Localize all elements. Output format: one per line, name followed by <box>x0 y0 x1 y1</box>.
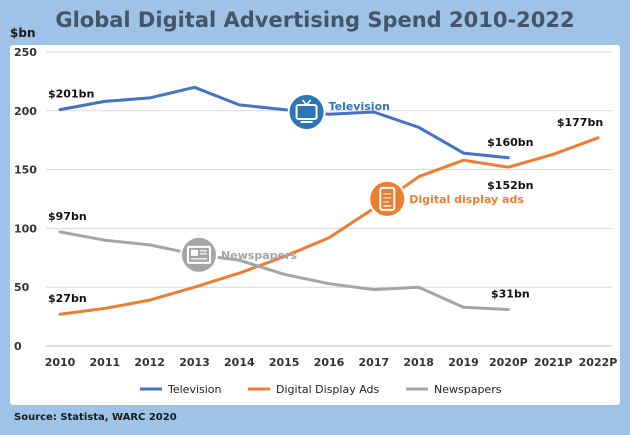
x-tick-label: 2016 <box>314 356 345 369</box>
x-tick-label: 2017 <box>359 356 390 369</box>
tv-icon <box>287 92 326 131</box>
annotation-label: Television <box>329 100 390 113</box>
annotation-label: Newspapers <box>221 249 297 262</box>
annotation-newspaper: Newspapers <box>179 235 297 274</box>
y-axis-ticks: 0 50 100 150 200 250 <box>14 46 37 353</box>
data-label: $31bn <box>491 288 530 301</box>
data-label: $27bn <box>48 292 87 305</box>
data-label: $201bn <box>48 88 94 101</box>
plot-background <box>10 45 620 405</box>
x-tick-label: 2012 <box>134 356 165 369</box>
annotations: Television Digital display ads Newspapers <box>179 92 524 274</box>
x-tick-label: 2011 <box>90 356 121 369</box>
series-lines <box>58 85 600 316</box>
legend-label: Digital Display Ads <box>276 383 380 396</box>
x-tick-label: 2013 <box>179 356 210 369</box>
series-line-digital-display-ads <box>58 136 600 316</box>
series-line-television <box>58 85 510 160</box>
y-tick-label: 50 <box>14 281 30 294</box>
chart-title: Global Digital Advertising Spend 2010-20… <box>55 8 575 32</box>
y-tick-label: 100 <box>14 222 37 235</box>
data-label: $160bn <box>487 136 533 149</box>
x-tick-label: 2022P <box>579 356 618 369</box>
y-tick-label: 150 <box>14 164 37 177</box>
annotation-smartphone: Digital display ads <box>368 179 524 218</box>
x-tick-label: 2020P <box>489 356 528 369</box>
x-axis-ticks: 2010 2011 2012 2013 2014 2015 2016 2017 2018 2019… <box>45 356 618 369</box>
x-tick-label: 2014 <box>224 356 255 369</box>
data-label: $152bn <box>487 179 533 192</box>
smartphone-icon <box>368 179 407 218</box>
x-tick-label: 2021P <box>534 356 573 369</box>
x-tick-label: 2010 <box>45 356 76 369</box>
source-note: Source: Statista, WARC 2020 <box>14 412 177 423</box>
legend: Television Digital Display Ads Newspapers <box>140 383 502 396</box>
legend-label: Newspapers <box>434 383 502 396</box>
data-label: $177bn <box>557 116 603 129</box>
series-line-newspapers <box>58 230 510 311</box>
y-tick-label: 250 <box>14 46 37 59</box>
annotation-label: Digital display ads <box>409 193 524 206</box>
x-tick-label: 2015 <box>269 356 300 369</box>
data-label: $97bn <box>48 210 87 223</box>
grid-lines <box>46 51 612 347</box>
y-tick-label: 0 <box>14 340 22 353</box>
x-tick-label: 2019 <box>448 356 479 369</box>
legend-label: Television <box>167 383 222 396</box>
x-tick-label: 2018 <box>403 356 434 369</box>
data-labels: $201bn $160bn $27bn $152bn $177bn $97bn $31bn <box>48 88 603 306</box>
annotation-tv: Television <box>287 92 390 131</box>
y-tick-label: 200 <box>14 105 37 118</box>
y-axis-label: $bn <box>10 26 36 40</box>
newspaper-icon <box>179 235 218 274</box>
